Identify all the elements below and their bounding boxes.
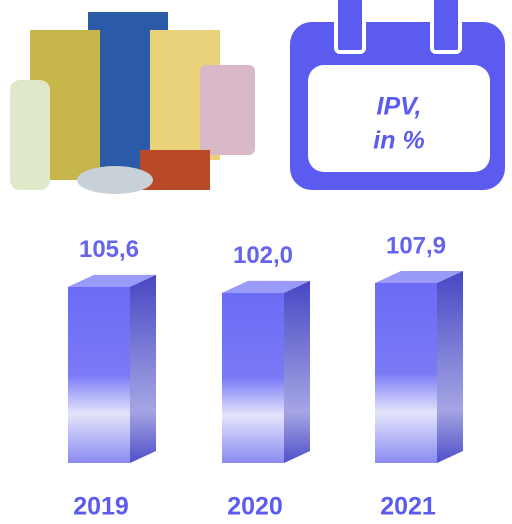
bar-top: [222, 280, 310, 293]
bar-side: [284, 280, 310, 463]
bar-side: [437, 271, 463, 463]
x-tick-label: 2021: [380, 493, 436, 521]
calendar-icon: [290, 0, 505, 190]
x-tick-label: 2019: [73, 493, 129, 521]
bar: [375, 283, 437, 463]
product-image: [10, 12, 255, 194]
title-line: IPV,: [377, 93, 422, 121]
value-label: 105,6: [79, 236, 139, 263]
bar-top: [375, 271, 463, 283]
title-line: in %: [373, 127, 424, 155]
bar-top: [68, 274, 156, 287]
value-label: 102,0: [233, 242, 293, 269]
x-tick-label: 2020: [227, 493, 283, 521]
bar: [222, 292, 284, 463]
value-label: 107,9: [386, 232, 446, 259]
bar: [68, 286, 130, 463]
bar-side: [130, 274, 156, 463]
